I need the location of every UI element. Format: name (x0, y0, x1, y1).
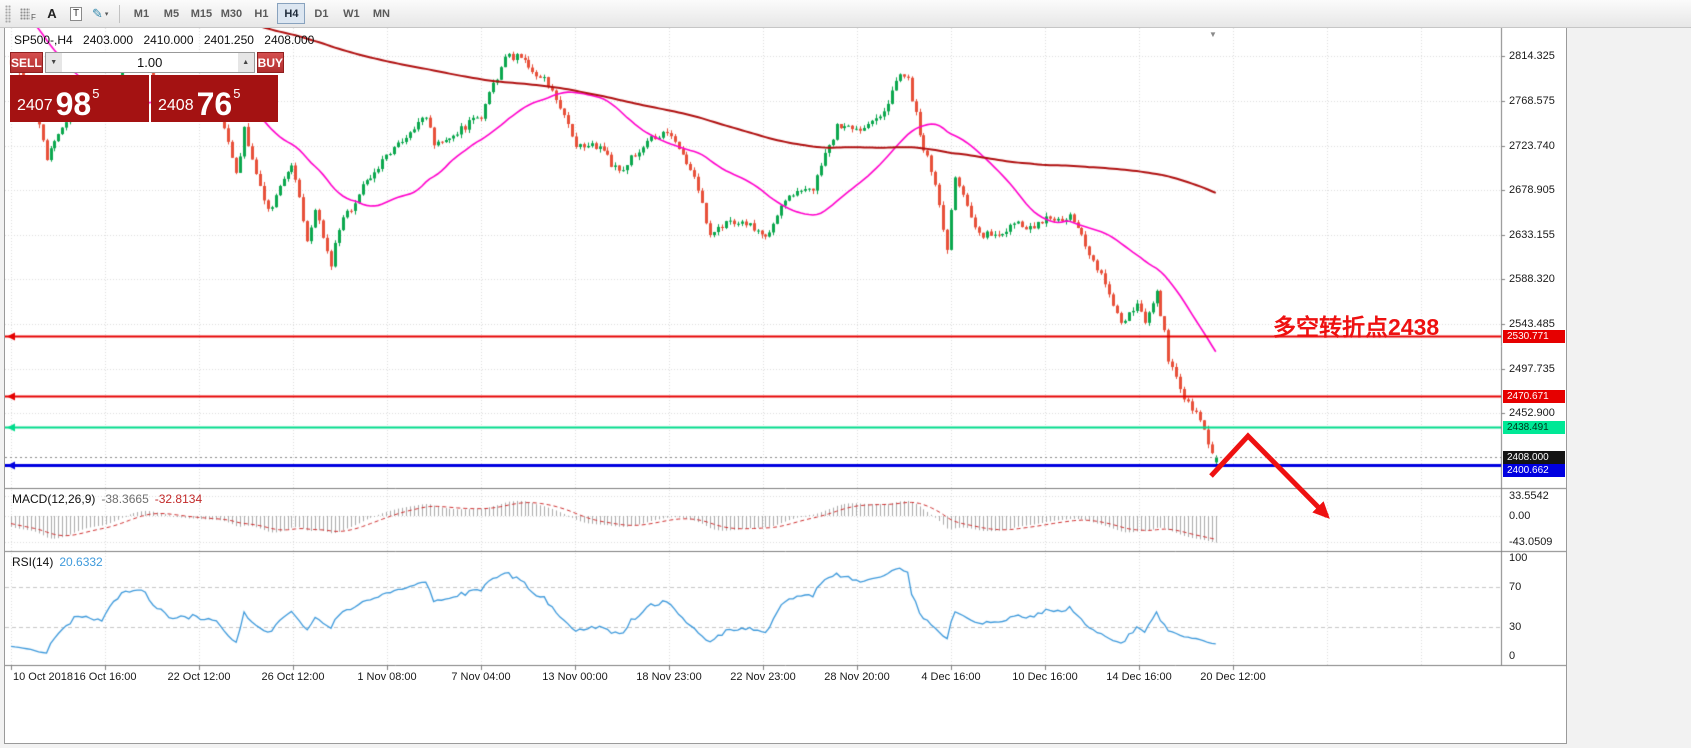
text-tool-icon[interactable]: T (64, 3, 88, 25)
toolbar: F A T ✎ ▾ M1 M5 M15 M30 H1 H4 D1 W1 MN (0, 0, 1691, 28)
chart-shift-marker-icon[interactable]: ▼ (1209, 30, 1217, 39)
toolbar-grip[interactable] (5, 4, 11, 23)
pencil-icon: ✎ (92, 5, 103, 21)
toolbar-separator (119, 4, 121, 23)
buy-price-prefix: 2408 (158, 97, 194, 114)
price-axis[interactable] (1502, 28, 1566, 666)
dot-grid-icon (20, 7, 31, 20)
buy-price-sup: 5 (233, 86, 241, 101)
sell-price-display[interactable]: 2407 98 5 (10, 75, 149, 122)
timeframe-button-m5[interactable]: M5 (157, 3, 185, 24)
timeframe-button-h4[interactable]: H4 (277, 3, 306, 24)
dropdown-caret-icon: ▾ (104, 10, 109, 18)
timeframe-button-m1[interactable]: M1 (127, 3, 155, 24)
text-label-tool-icon[interactable]: A (40, 3, 64, 25)
buy-button[interactable]: BUY (256, 52, 285, 73)
ohlc-close: 2408.000 (264, 33, 315, 47)
timeframe-group: M1 M5 M15 M30 H1 H4 D1 W1 MN (127, 3, 395, 24)
rsi-name: RSI(14) (12, 555, 54, 569)
macd-main-value: -38.3665 (101, 492, 149, 506)
buy-price-display[interactable]: 2408 76 5 (151, 75, 278, 122)
macd-title: MACD(12,26,9) -38.3665 -32.8134 (12, 492, 202, 506)
chart-grid-tool-icon[interactable]: F (16, 3, 40, 25)
time-axis[interactable] (5, 666, 1566, 692)
sell-button[interactable]: SELL (10, 52, 43, 73)
rsi-value: 20.6332 (59, 555, 103, 569)
volume-input[interactable] (61, 53, 238, 72)
timeframe-button-m15[interactable]: M15 (187, 3, 215, 24)
ohlc-high: 2410.000 (143, 33, 194, 47)
symbol-period-label: SP500-,H4 (14, 33, 73, 47)
ohlc-low: 2401.250 (203, 33, 254, 47)
buy-price-big: 76 (196, 85, 233, 122)
annotation-text: 多空转折点2438 (1273, 314, 1440, 340)
ohlc-open: 2403.000 (83, 33, 134, 47)
grid-f-label: F (31, 12, 36, 22)
macd-signal-value: -32.8134 (154, 492, 203, 506)
sell-price-sup: 5 (92, 86, 100, 101)
macd-name: MACD(12,26,9) (12, 492, 96, 506)
one-click-trading-panel: SELL ▼ ▲ BUY 2407 98 5 2408 76 5 (10, 52, 285, 122)
timeframe-button-h1[interactable]: H1 (247, 3, 275, 24)
trend-arrow-icon (1209, 432, 1330, 519)
volume-spinner[interactable]: ▼ ▲ (44, 52, 255, 73)
sell-price-prefix: 2407 (17, 97, 53, 114)
timeframe-button-m30[interactable]: M30 (217, 3, 245, 24)
volume-increase-button[interactable]: ▲ (237, 53, 254, 72)
timeframe-button-mn[interactable]: MN (367, 3, 395, 24)
chart-canvas[interactable] (5, 28, 1566, 742)
sell-price-big: 98 (55, 85, 92, 122)
timeframe-button-w1[interactable]: W1 (337, 3, 365, 24)
volume-decrease-button[interactable]: ▼ (45, 53, 62, 72)
rsi-title: RSI(14) 20.6332 (12, 555, 103, 569)
draw-tools-dropdown[interactable]: ✎ ▾ (88, 3, 112, 25)
chart-window: 2814.325 2768.575 2723.740 2678.905 2633.155… (4, 28, 1567, 744)
boxed-t-icon: T (69, 6, 83, 21)
timeframe-button-d1[interactable]: D1 (307, 3, 335, 24)
chart-header: SP500-,H4 2403.000 2410.000 2401.250 240… (14, 33, 314, 47)
